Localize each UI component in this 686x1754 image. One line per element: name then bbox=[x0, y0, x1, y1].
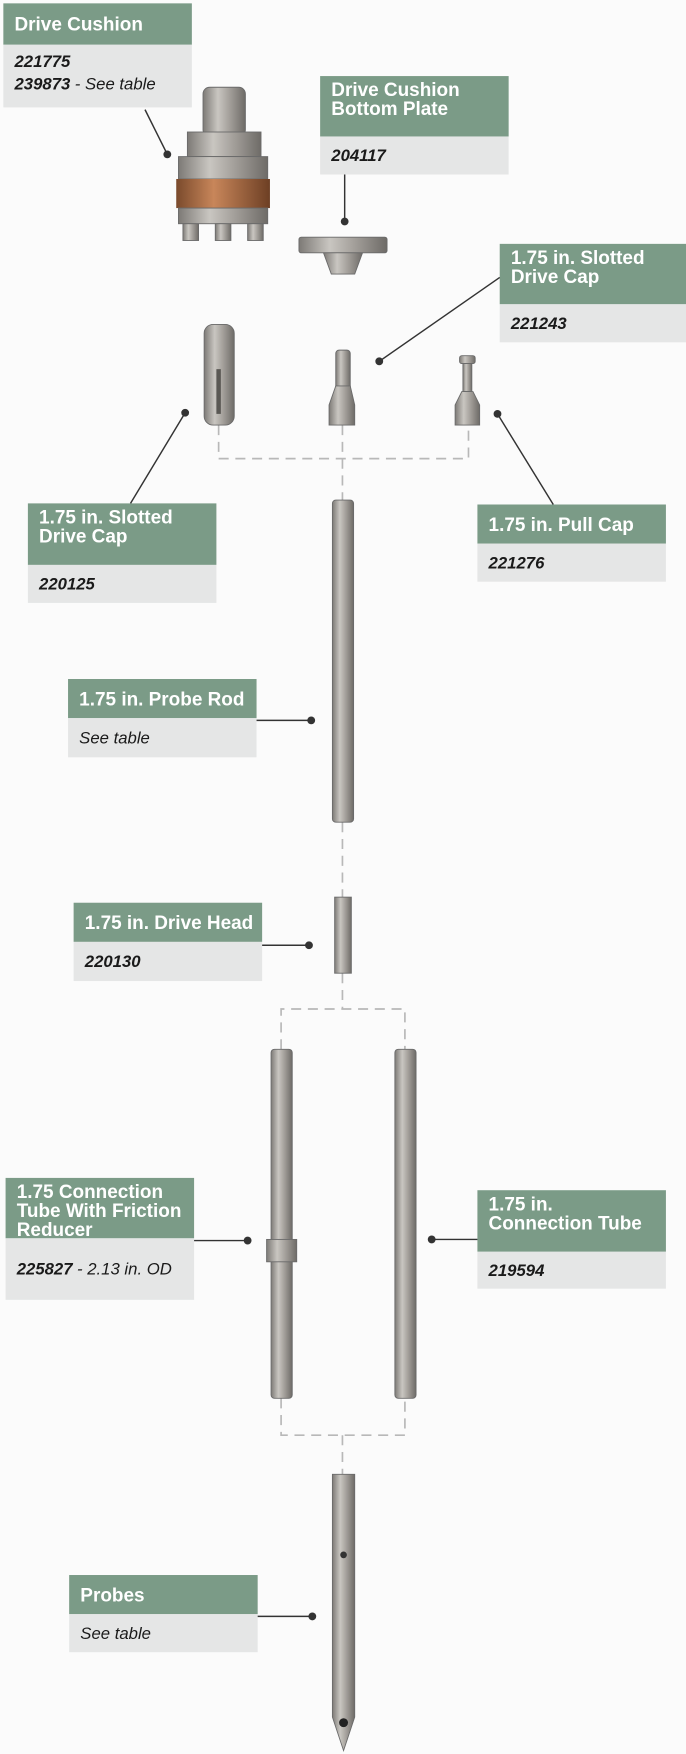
part-line: 221775 bbox=[14, 52, 71, 71]
part-number: 221276 bbox=[488, 553, 545, 572]
leader-line bbox=[379, 277, 499, 361]
parts-diagram: Drive Cushion221775239873- See tableDriv… bbox=[0, 0, 686, 1754]
leader-dot bbox=[163, 150, 171, 158]
rods-part bbox=[267, 500, 416, 1751]
leader-dot bbox=[244, 1237, 252, 1245]
label-title: 1.75 in. Slotted bbox=[511, 248, 645, 269]
label-title: Probes bbox=[80, 1585, 144, 1606]
leader-line bbox=[145, 110, 167, 155]
part-line: 239873- See table bbox=[14, 74, 156, 93]
leader-line bbox=[497, 414, 553, 505]
part-note: - See table bbox=[75, 74, 156, 93]
leader-dot bbox=[307, 716, 315, 724]
label-title: Connection Tube bbox=[489, 1213, 642, 1234]
label-title: Drive Cap bbox=[511, 267, 599, 288]
label-title: 1.75 Connection bbox=[17, 1182, 163, 1203]
leader-dot bbox=[494, 410, 502, 418]
part-number: 239873 bbox=[14, 74, 71, 93]
label-title: Reducer bbox=[17, 1220, 93, 1241]
part-line: See table bbox=[79, 728, 150, 747]
label-title: Drive Cushion bbox=[331, 80, 459, 101]
part-number: 221775 bbox=[14, 52, 71, 71]
label-title: 1.75 in. Drive Head bbox=[85, 913, 253, 934]
part-label: Drive Cushion 221775 239873- See table bbox=[3, 3, 192, 107]
part-line: 220130 bbox=[84, 952, 141, 971]
part-line: 219594 bbox=[488, 1261, 545, 1280]
part-note: See table bbox=[80, 1624, 151, 1643]
part-note: - 2.13 in. OD bbox=[77, 1260, 172, 1279]
part-line: 220125 bbox=[38, 574, 95, 593]
part-line: 204117 bbox=[330, 146, 386, 165]
part-label: 1.75 in.Connection Tube 219594 bbox=[477, 1190, 666, 1288]
leader-dot bbox=[181, 409, 189, 417]
part-line: 225827- 2.13 in. OD bbox=[16, 1260, 172, 1279]
part-label: 1.75 in. Probe Rod See table bbox=[68, 679, 257, 757]
leader-dot bbox=[305, 941, 313, 949]
label-title: Tube With Friction bbox=[17, 1201, 182, 1222]
part-line: 221276 bbox=[488, 553, 545, 572]
part-line: 221243 bbox=[510, 314, 567, 333]
label-title: Bottom Plate bbox=[331, 99, 448, 120]
part-number: 221243 bbox=[510, 314, 567, 333]
part-label: 1.75 in. Drive Head 220130 bbox=[74, 903, 263, 981]
leader-dot bbox=[375, 357, 383, 365]
part-label: Probes See table bbox=[69, 1575, 258, 1652]
part-number: 219594 bbox=[488, 1261, 545, 1280]
part-note: See table bbox=[79, 728, 150, 747]
leader-dot bbox=[341, 218, 349, 226]
label-title: 1.75 in. Probe Rod bbox=[79, 689, 244, 710]
label-title: 1.75 in. bbox=[489, 1194, 553, 1215]
label-title: 1.75 in. Slotted bbox=[39, 507, 173, 528]
leader-line bbox=[131, 413, 186, 504]
part-label: 1.75 in. Pull Cap 221276 bbox=[477, 504, 666, 581]
drive-cushion-part bbox=[176, 87, 270, 240]
leader-dot bbox=[308, 1612, 316, 1620]
part-number: 220125 bbox=[38, 574, 95, 593]
part-number: 220130 bbox=[84, 952, 141, 971]
drive-caps-part bbox=[204, 324, 480, 425]
leader-dot bbox=[428, 1236, 436, 1244]
part-line: See table bbox=[80, 1624, 151, 1643]
part-number: 225827 bbox=[16, 1260, 73, 1279]
label-title: 1.75 in. Pull Cap bbox=[489, 515, 634, 536]
label-title: Drive Cushion bbox=[15, 15, 143, 36]
label-title: Drive Cap bbox=[39, 527, 127, 548]
part-number: 204117 bbox=[330, 146, 386, 165]
bottom-plate-part bbox=[299, 237, 387, 274]
